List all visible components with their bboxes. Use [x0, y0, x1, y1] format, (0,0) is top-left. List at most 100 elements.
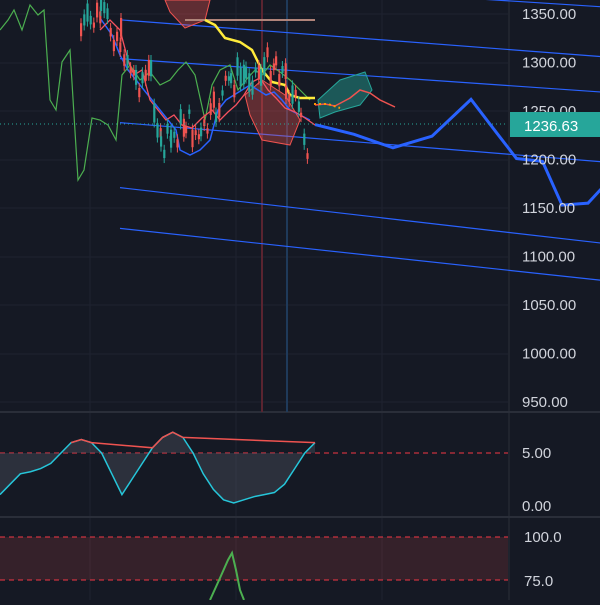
- candle-body: [248, 73, 251, 92]
- candle-body: [160, 136, 163, 147]
- candle-body: [112, 40, 115, 52]
- candle-body: [120, 17, 123, 37]
- trend-channel-lines[interactable]: [119, 0, 600, 299]
- candle-body: [278, 74, 281, 87]
- candle-body: [83, 14, 86, 26]
- candle-body: [224, 75, 227, 81]
- price-axis[interactable]: 1350.001300.001250.001200.001150.001100.…: [522, 6, 576, 411]
- candle-body: [203, 119, 206, 127]
- rsi-overbought-band: [0, 537, 508, 580]
- candlesticks: [80, 0, 309, 164]
- candle-body: [99, 11, 102, 24]
- last-price-badge: 1236.63: [510, 112, 600, 137]
- candle-body: [197, 134, 200, 140]
- candle-body: [170, 129, 173, 148]
- candle-body: [209, 103, 212, 115]
- candle-body: [80, 23, 83, 37]
- candle-body: [96, 2, 99, 18]
- candle-body: [188, 109, 191, 114]
- projection-path[interactable]: [314, 97, 600, 272]
- candle-body: [284, 63, 287, 80]
- candle-body: [215, 112, 218, 122]
- candle-body: [150, 59, 153, 77]
- candle-body: [141, 72, 144, 84]
- candle-body: [303, 133, 306, 145]
- channel-line-4[interactable]: [119, 187, 600, 264]
- price-tick-0: 1350.00: [522, 6, 576, 23]
- price-tick-7: 1000.00: [522, 346, 576, 363]
- candle-body: [233, 84, 236, 98]
- price-tick-5: 1100.00: [522, 249, 575, 266]
- candle-body: [123, 54, 126, 66]
- price-grid: [0, 0, 508, 600]
- price-tick-1: 1300.00: [522, 55, 576, 72]
- green-indicator-line: [0, 3, 311, 182]
- channel-line-1[interactable]: [119, 19, 600, 60]
- candle-body: [263, 57, 266, 76]
- candle-body: [251, 80, 254, 95]
- candle-body: [103, 2, 106, 14]
- candle-body: [236, 57, 239, 76]
- rsi-tick-75: 75.0: [524, 573, 553, 590]
- candle-body: [272, 63, 275, 71]
- channel-line-2[interactable]: [119, 58, 600, 105]
- candle-body: [221, 90, 224, 96]
- candle-body: [260, 69, 263, 86]
- candle-body: [182, 118, 185, 137]
- candle-body: [194, 130, 197, 136]
- candle-body: [138, 87, 141, 98]
- candle-body: [179, 109, 182, 125]
- price-tick-3: 1200.00: [522, 152, 576, 169]
- candle-body: [239, 67, 242, 87]
- price-tick-8: 950.00: [522, 394, 568, 411]
- candle-body: [275, 56, 278, 66]
- oscillator-panel[interactable]: [0, 431, 508, 504]
- candle-body: [291, 85, 294, 104]
- candle-body: [126, 54, 129, 66]
- candle-body: [176, 139, 179, 148]
- candle-body: [218, 102, 221, 118]
- candle-body: [129, 67, 132, 74]
- candle-body: [109, 27, 112, 37]
- candle-body: [166, 123, 169, 134]
- candle-body: [100, 0, 103, 12]
- candle-body: [266, 47, 269, 58]
- candle-body: [300, 112, 303, 118]
- rsi-tick-100: 100.0: [524, 529, 562, 546]
- candle-body: [86, 3, 89, 22]
- price-tick-6: 1050.00: [522, 297, 576, 314]
- channel-line-5[interactable]: [119, 227, 600, 299]
- osc-tick-0: 0.00: [522, 498, 551, 515]
- candle-body: [135, 69, 138, 85]
- candle-body: [173, 131, 176, 138]
- candle-body: [116, 31, 119, 42]
- osc-tick-5: 5.00: [522, 445, 551, 462]
- rsi-line: [209, 550, 245, 601]
- candle-body: [119, 42, 122, 52]
- candle-body: [245, 66, 248, 79]
- bull-cloud: [317, 71, 373, 119]
- candle-body: [285, 85, 288, 100]
- candle-body: [89, 15, 92, 25]
- candle-body: [144, 69, 147, 81]
- candle-body: [106, 8, 109, 20]
- candle-body: [163, 149, 166, 159]
- candle-body: [257, 65, 260, 80]
- candle-body: [200, 127, 203, 137]
- candle-body: [281, 65, 284, 73]
- candle-body: [227, 76, 230, 81]
- last-price-label: 1236.63: [524, 118, 578, 135]
- candle-body: [191, 129, 194, 148]
- candle-body: [147, 59, 150, 76]
- candle-body: [254, 67, 257, 73]
- candle-body: [269, 71, 272, 86]
- candle-body: [230, 73, 233, 84]
- bear-cloud-lower: [244, 79, 301, 146]
- channel-line-3[interactable]: [119, 122, 600, 176]
- red-forward-line: [314, 89, 396, 108]
- candle-body: [185, 126, 188, 134]
- candle-body: [153, 103, 156, 123]
- candle-body: [92, 22, 95, 28]
